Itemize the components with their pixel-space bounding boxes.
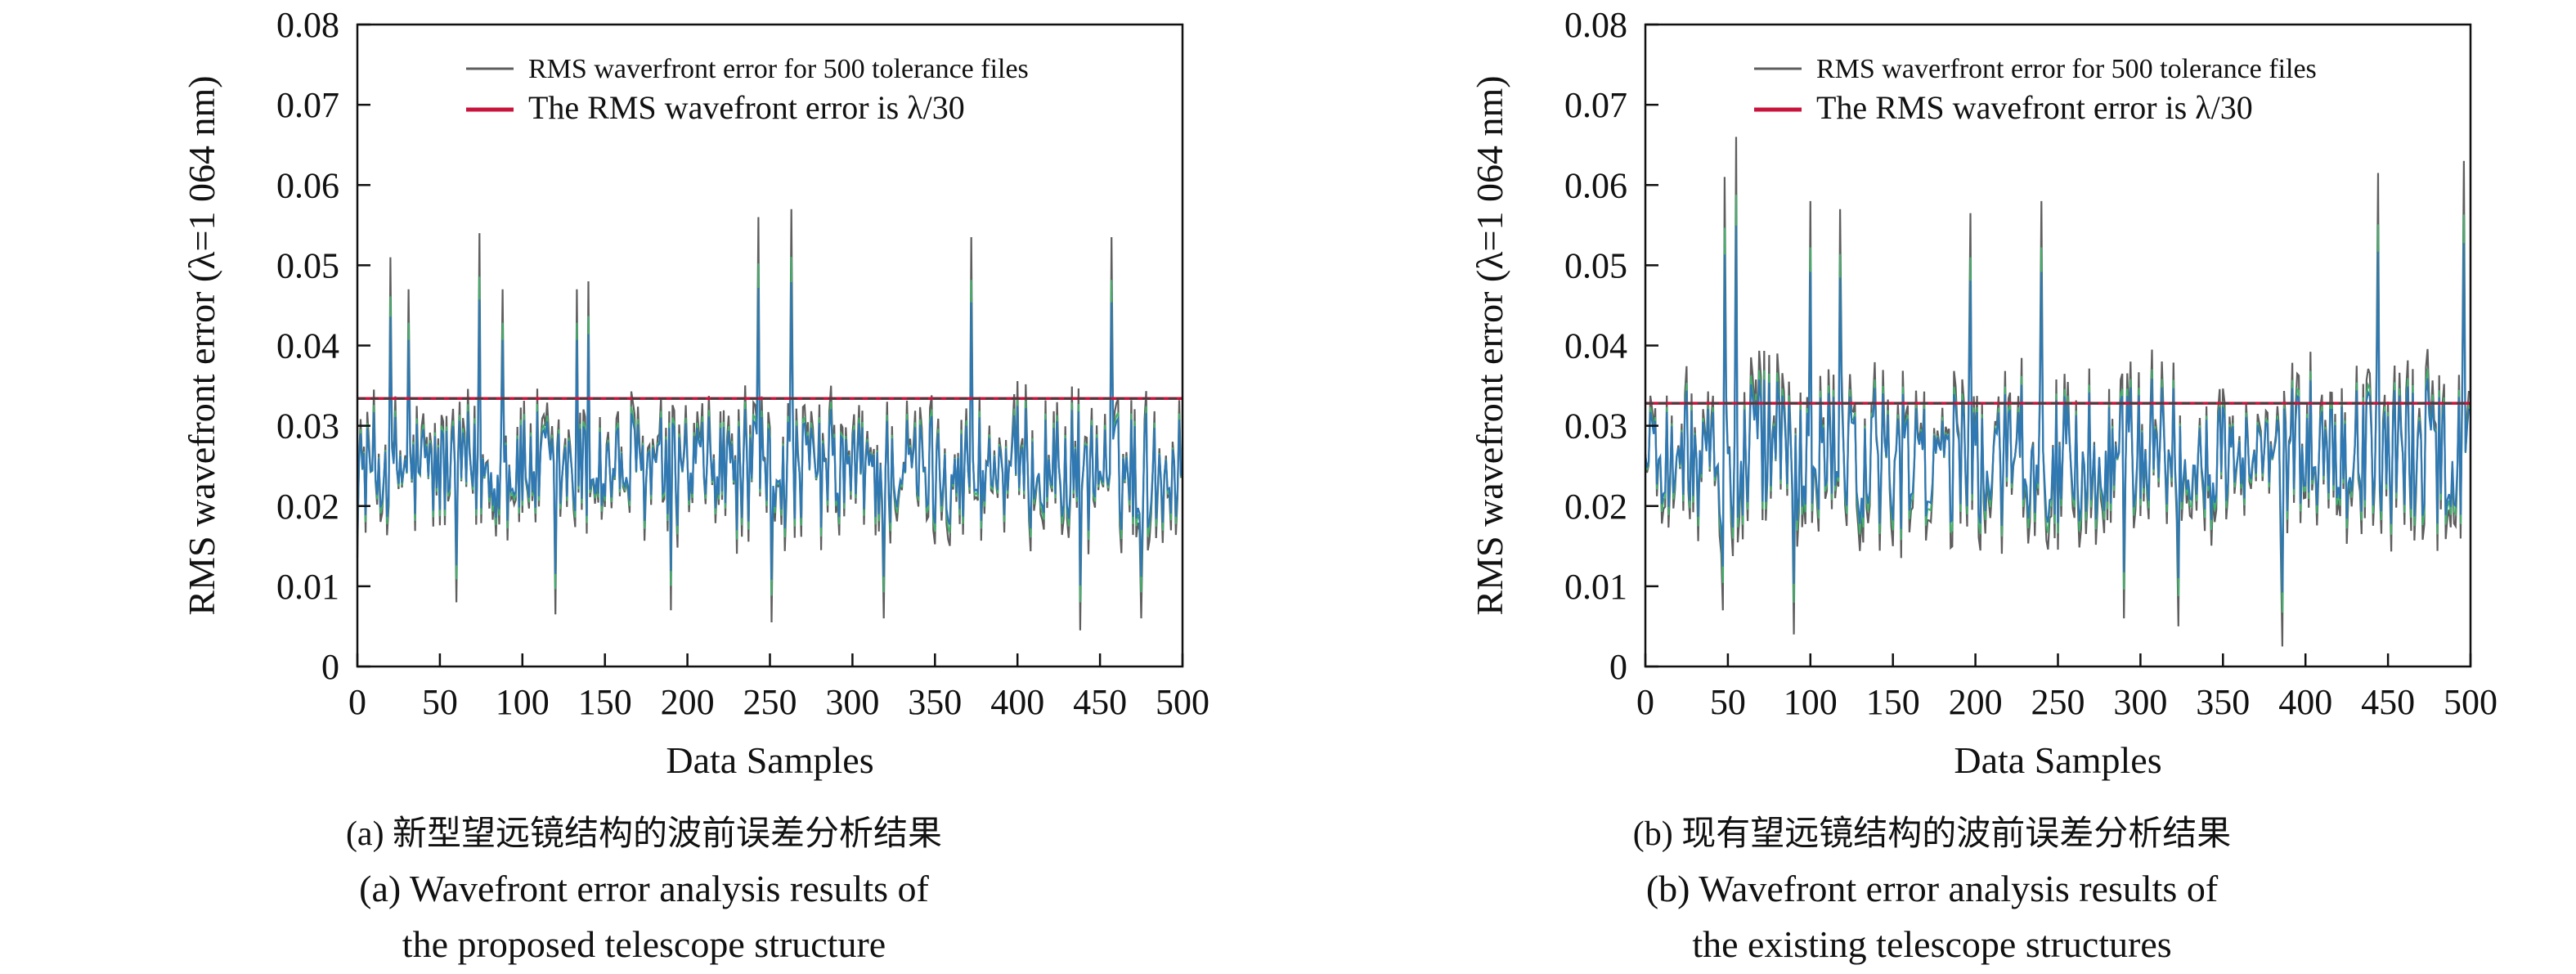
y-tick-label: 0.06 bbox=[276, 165, 339, 205]
y-tick-label: 0.03 bbox=[276, 406, 339, 447]
x-tick-label: 300 bbox=[825, 682, 879, 722]
x-tick-label: 500 bbox=[2444, 682, 2497, 722]
x-axis-title: Data Samples bbox=[666, 739, 873, 781]
x-tick-label: 450 bbox=[2361, 682, 2415, 722]
y-tick-label: 0.05 bbox=[276, 245, 339, 285]
panel-a: 0 0.01 0.02 0.03 0.04 0.05 0.06 0.07 0.08 0 50 100 1… bbox=[181, 5, 1209, 965]
y-tick-label: 0.06 bbox=[1564, 165, 1627, 205]
legend-label: RMS waverfront error for 500 tolerance f… bbox=[1816, 54, 2317, 84]
x-tick-label: 200 bbox=[1949, 682, 2003, 722]
chart-b: 0 0.01 0.02 0.03 0.04 0.05 0.06 0.07 0.08 0 50 100 1… bbox=[1469, 5, 2497, 781]
x-tick-label: 250 bbox=[743, 682, 797, 722]
chart-a: 0 0.01 0.02 0.03 0.04 0.05 0.06 0.07 0.08 0 50 100 1… bbox=[181, 5, 1209, 781]
caption-b-en-line1: (b) Wavefront error analysis results of bbox=[1645, 868, 2219, 909]
y-tick-label: 0.03 bbox=[1564, 406, 1627, 447]
x-tick-label: 400 bbox=[990, 682, 1044, 722]
y-tick-label: 0.04 bbox=[1564, 326, 1627, 366]
x-tick-label: 250 bbox=[2031, 682, 2085, 722]
y-tick-label: 0.07 bbox=[1564, 85, 1627, 125]
x-tick-label: 150 bbox=[578, 682, 632, 722]
series-line-blue bbox=[1644, 225, 2471, 593]
caption-a-en-line2: the proposed telescope structure bbox=[402, 923, 886, 965]
y-tick-label: 0.08 bbox=[276, 5, 339, 45]
y-tick-label: 0.02 bbox=[1564, 487, 1627, 527]
y-tick-label: 0.05 bbox=[1564, 245, 1627, 285]
caption-a-cn: (a) 新型望远镜结构的波前误差分析结果 bbox=[345, 815, 943, 853]
y-tick-label: 0.01 bbox=[276, 567, 339, 607]
x-tick-label: 100 bbox=[496, 682, 550, 722]
caption-a-en-line1: (a) Wavefront error analysis results of bbox=[359, 868, 929, 909]
x-tick-label: 450 bbox=[1073, 682, 1127, 722]
y-tick-label: 0 bbox=[321, 647, 339, 687]
x-tick-label: 100 bbox=[1784, 682, 1838, 722]
x-tick-label: 500 bbox=[1156, 682, 1209, 722]
x-tick-label: 350 bbox=[2196, 682, 2250, 722]
x-axis-title: Data Samples bbox=[1954, 739, 2161, 781]
y-tick-label: 0.04 bbox=[276, 326, 339, 366]
y-tick-label: 0.07 bbox=[276, 85, 339, 125]
x-tick-label: 350 bbox=[908, 682, 962, 722]
y-axis-title: RMS wavefront error (λ=1 064 nm) bbox=[1469, 75, 1510, 615]
caption-b-cn: (b) 现有望远镜结构的波前误差分析结果 bbox=[1632, 815, 2232, 853]
y-axis-title: RMS wavefront error (λ=1 064 nm) bbox=[181, 75, 222, 615]
series-line-blue bbox=[356, 281, 1183, 586]
y-tick-label: 0.01 bbox=[1564, 567, 1627, 607]
y-tick-label: 0.02 bbox=[276, 487, 339, 527]
x-tick-label: 150 bbox=[1866, 682, 1920, 722]
caption-b-en-line2: the existing telescope structures bbox=[1692, 923, 2172, 965]
x-tick-label: 300 bbox=[2113, 682, 2167, 722]
x-tick-label: 50 bbox=[1710, 682, 1746, 722]
legend-label: The RMS wavefront error is λ/30 bbox=[528, 89, 965, 126]
y-tick-label: 0 bbox=[1609, 647, 1627, 687]
y-tick-label: 0.08 bbox=[1564, 5, 1627, 45]
panel-b: 0 0.01 0.02 0.03 0.04 0.05 0.06 0.07 0.08 0 50 100 1… bbox=[1288, 0, 2576, 974]
x-tick-label: 0 bbox=[348, 682, 366, 722]
x-tick-label: 0 bbox=[1636, 682, 1654, 722]
x-tick-label: 50 bbox=[422, 682, 458, 722]
x-tick-label: 200 bbox=[661, 682, 715, 722]
x-tick-label: 400 bbox=[2278, 682, 2332, 722]
legend-label: RMS waverfront error for 500 tolerance f… bbox=[528, 54, 1029, 84]
legend-label: The RMS wavefront error is λ/30 bbox=[1816, 89, 2253, 126]
